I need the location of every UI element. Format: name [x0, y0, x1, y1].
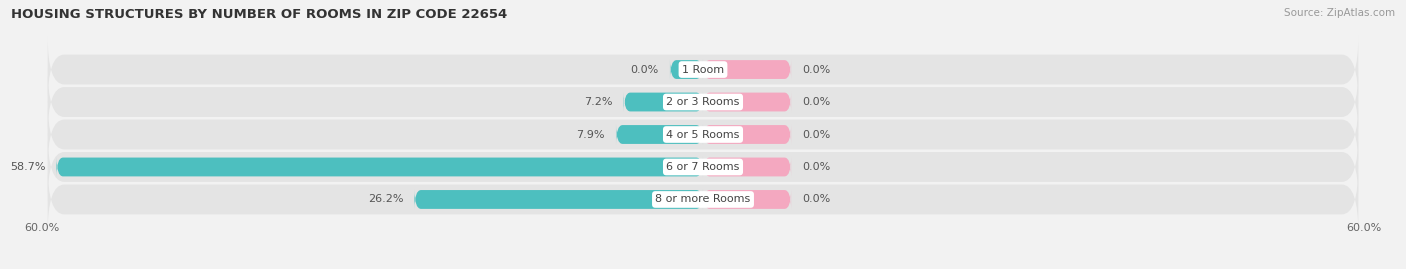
Text: 0.0%: 0.0% [631, 65, 659, 75]
FancyBboxPatch shape [669, 59, 703, 80]
Text: 1 Room: 1 Room [682, 65, 724, 75]
Text: 4 or 5 Rooms: 4 or 5 Rooms [666, 129, 740, 140]
Text: 7.9%: 7.9% [576, 129, 605, 140]
Text: 8 or more Rooms: 8 or more Rooms [655, 194, 751, 204]
FancyBboxPatch shape [48, 133, 1358, 201]
Text: 2 or 3 Rooms: 2 or 3 Rooms [666, 97, 740, 107]
FancyBboxPatch shape [48, 68, 1358, 136]
Text: 0.0%: 0.0% [801, 97, 831, 107]
FancyBboxPatch shape [703, 125, 792, 144]
FancyBboxPatch shape [703, 189, 792, 210]
FancyBboxPatch shape [624, 92, 703, 112]
FancyBboxPatch shape [48, 166, 1358, 233]
Text: 26.2%: 26.2% [368, 194, 404, 204]
FancyBboxPatch shape [48, 36, 1358, 103]
FancyBboxPatch shape [703, 92, 792, 112]
FancyBboxPatch shape [56, 157, 703, 177]
Text: Source: ZipAtlas.com: Source: ZipAtlas.com [1284, 8, 1395, 18]
Text: HOUSING STRUCTURES BY NUMBER OF ROOMS IN ZIP CODE 22654: HOUSING STRUCTURES BY NUMBER OF ROOMS IN… [11, 8, 508, 21]
FancyBboxPatch shape [616, 125, 703, 144]
Text: 0.0%: 0.0% [801, 65, 831, 75]
FancyBboxPatch shape [48, 101, 1358, 168]
FancyBboxPatch shape [703, 157, 792, 177]
Text: 0.0%: 0.0% [801, 129, 831, 140]
Text: 58.7%: 58.7% [10, 162, 45, 172]
FancyBboxPatch shape [703, 59, 792, 80]
Text: 0.0%: 0.0% [801, 194, 831, 204]
Text: 0.0%: 0.0% [801, 162, 831, 172]
FancyBboxPatch shape [415, 189, 703, 210]
Text: 6 or 7 Rooms: 6 or 7 Rooms [666, 162, 740, 172]
Text: 7.2%: 7.2% [583, 97, 613, 107]
